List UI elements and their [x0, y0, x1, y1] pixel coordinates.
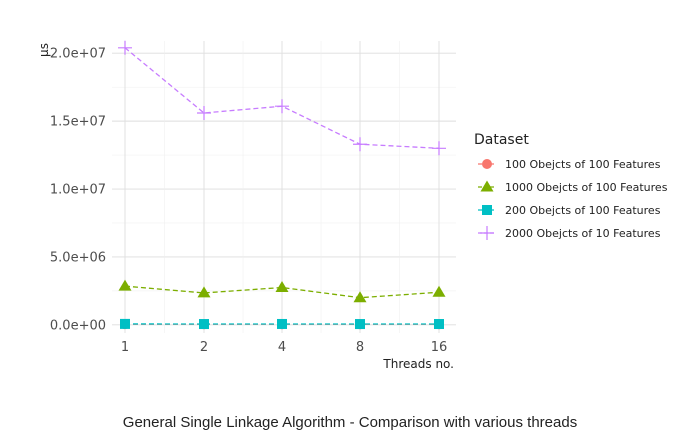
data-point	[355, 319, 365, 330]
legend-item: 200 Obejcts of 100 Features	[478, 204, 661, 217]
y-tick-label: 1.0e+07	[50, 183, 106, 198]
x-tick-labels: 1 2 4 8 16	[121, 340, 447, 355]
legend-key-marker	[480, 226, 494, 240]
y-tick-label: 1.5e+07	[50, 115, 106, 130]
data-point	[432, 141, 446, 156]
legend-item: 2000 Obejcts of 10 Features	[478, 226, 661, 240]
series-3	[120, 318, 444, 330]
x-tick-label: 8	[356, 340, 364, 355]
data-point	[275, 281, 289, 293]
series-layer	[118, 40, 446, 330]
legend-key-marker	[482, 159, 492, 169]
data-point	[120, 318, 130, 329]
y-tick-label: 2.0e+07	[50, 47, 106, 62]
legend-item: 1000 Obejcts of 100 Features	[478, 180, 668, 194]
y-tick-label: 0.0e+00	[50, 318, 106, 333]
x-axis-label: Threads no.	[382, 357, 454, 371]
data-point	[432, 285, 446, 297]
legend-label: 200 Obejcts of 100 Features	[505, 204, 661, 217]
data-point	[197, 286, 211, 298]
x-tick-label: 1	[121, 340, 129, 355]
data-point	[118, 40, 132, 55]
legend-label: 100 Obejcts of 100 Features	[505, 158, 661, 171]
legend-key-marker	[482, 205, 492, 215]
legend-item: 100 Obejcts of 100 Features	[478, 158, 661, 171]
x-tick-label: 4	[278, 340, 286, 355]
legend-label: 2000 Obejcts of 10 Features	[505, 227, 661, 240]
legend-label: 1000 Obejcts of 100 Features	[505, 181, 668, 194]
y-axis-label: µs	[37, 43, 51, 57]
legend-key-marker	[480, 180, 494, 192]
x-tick-label: 16	[431, 340, 448, 355]
data-point	[353, 137, 367, 152]
series-2	[118, 279, 446, 303]
chart-caption: General Single Linkage Algorithm - Compa…	[123, 414, 577, 431]
legend: Dataset 100 Obejcts of 100 Features 1000 …	[474, 132, 668, 240]
data-point	[277, 318, 287, 329]
series-4	[118, 40, 446, 156]
y-tick-labels: 0.0e+00 5.0e+06 1.0e+07 1.5e+07 2.0e+07	[50, 47, 106, 334]
data-point	[353, 291, 367, 303]
legend-title: Dataset	[474, 132, 529, 148]
x-tick-label: 2	[200, 340, 208, 355]
data-point	[197, 105, 211, 120]
series-line	[124, 285, 440, 299]
data-point	[434, 319, 444, 330]
data-point	[199, 319, 209, 330]
y-tick-label: 5.0e+06	[50, 250, 106, 265]
data-point	[118, 279, 132, 291]
data-point	[275, 99, 289, 114]
